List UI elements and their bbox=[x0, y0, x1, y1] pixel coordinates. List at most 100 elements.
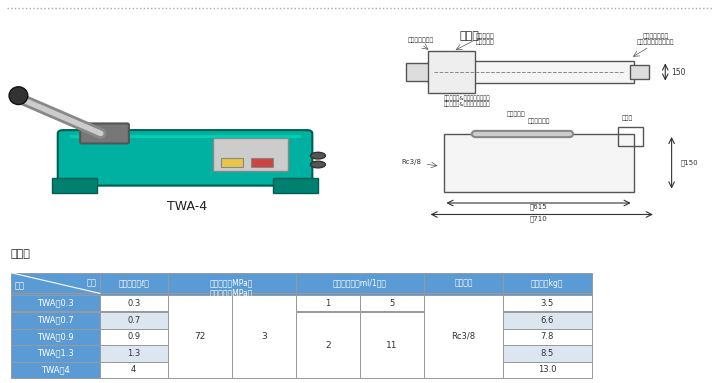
Text: 6.6: 6.6 bbox=[541, 316, 554, 325]
Bar bbox=[232, 295, 296, 311]
Bar bbox=[273, 178, 318, 193]
Text: 11: 11 bbox=[387, 340, 398, 350]
FancyBboxPatch shape bbox=[80, 123, 129, 144]
Text: 4: 4 bbox=[131, 365, 136, 375]
Bar bbox=[503, 312, 592, 329]
Bar bbox=[11, 295, 100, 311]
Bar bbox=[428, 61, 634, 83]
Bar bbox=[503, 273, 592, 293]
Text: ハンドル兼: ハンドル兼 bbox=[507, 111, 526, 117]
Text: 2: 2 bbox=[325, 340, 330, 350]
Text: 吐出圧力（MPa）: 吐出圧力（MPa） bbox=[210, 236, 253, 246]
Bar bbox=[503, 295, 592, 311]
Text: 高圧安全弁: 高圧安全弁 bbox=[475, 33, 494, 39]
Bar bbox=[100, 295, 168, 311]
Text: リリースバルブ: リリースバルブ bbox=[408, 38, 434, 43]
Bar bbox=[631, 65, 649, 79]
Ellipse shape bbox=[310, 152, 325, 159]
Text: 150: 150 bbox=[672, 67, 686, 77]
Text: 72: 72 bbox=[194, 332, 205, 341]
Text: TWA－4: TWA－4 bbox=[41, 365, 70, 375]
Text: 5: 5 bbox=[390, 298, 395, 308]
Bar bbox=[296, 295, 360, 311]
Bar bbox=[503, 329, 592, 345]
Text: エア抜きプラグ: エア抜きプラグ bbox=[643, 33, 669, 39]
Bar bbox=[503, 345, 592, 362]
Bar bbox=[296, 345, 360, 362]
Bar bbox=[424, 295, 503, 378]
Text: 形式: 形式 bbox=[14, 282, 24, 291]
Bar bbox=[424, 362, 503, 378]
Bar bbox=[296, 312, 360, 329]
Text: ポート径: ポート径 bbox=[454, 278, 472, 288]
Bar bbox=[220, 158, 243, 167]
Ellipse shape bbox=[310, 161, 325, 168]
Text: 高圧: 高圧 bbox=[195, 298, 204, 307]
Text: 低圧: 低圧 bbox=[387, 298, 397, 307]
Bar bbox=[100, 362, 168, 378]
Bar bbox=[296, 273, 424, 311]
Bar bbox=[360, 293, 424, 311]
Text: 寸法図: 寸法図 bbox=[459, 31, 480, 41]
Text: 低圧安全弁: 低圧安全弁 bbox=[475, 40, 494, 46]
Text: 3.5: 3.5 bbox=[541, 298, 554, 308]
Text: TWA－0.9: TWA－0.9 bbox=[37, 332, 73, 341]
Bar bbox=[168, 293, 232, 311]
Text: 1: 1 bbox=[325, 298, 330, 308]
Bar bbox=[360, 312, 424, 329]
Bar bbox=[232, 295, 296, 378]
Text: 8.5: 8.5 bbox=[541, 349, 554, 358]
Text: 吐出圧力（MPa）: 吐出圧力（MPa） bbox=[210, 288, 253, 297]
Bar bbox=[168, 329, 232, 345]
Bar bbox=[11, 293, 100, 311]
Text: 項目: 項目 bbox=[86, 278, 96, 287]
Bar bbox=[168, 312, 232, 329]
Bar bbox=[100, 329, 168, 345]
Bar bbox=[100, 345, 168, 362]
Text: 0.3: 0.3 bbox=[127, 298, 140, 308]
Bar bbox=[424, 293, 503, 311]
Text: TWA－1.3: TWA－1.3 bbox=[37, 349, 73, 358]
Text: 補油機及び給油口兼用: 補油機及び給油口兼用 bbox=[637, 40, 675, 46]
Text: 操作吐出量（ml/1回）: 操作吐出量（ml/1回） bbox=[333, 278, 387, 288]
Bar bbox=[251, 158, 273, 167]
Bar bbox=[424, 329, 503, 345]
Bar bbox=[296, 295, 360, 311]
Bar bbox=[360, 312, 424, 378]
Ellipse shape bbox=[9, 87, 28, 105]
Bar bbox=[11, 345, 100, 362]
Text: 13.0: 13.0 bbox=[538, 365, 557, 375]
Bar bbox=[360, 295, 424, 311]
Bar bbox=[360, 329, 424, 345]
Bar bbox=[100, 312, 168, 329]
Bar bbox=[444, 134, 634, 192]
Text: 質量約（kg）: 質量約（kg） bbox=[531, 278, 563, 288]
Text: Rc3/8: Rc3/8 bbox=[402, 159, 422, 165]
Bar bbox=[428, 51, 475, 93]
Text: フック: フック bbox=[621, 116, 633, 121]
Bar bbox=[232, 362, 296, 378]
Bar bbox=[360, 362, 424, 378]
Text: 有効油量（ℓ）: 有効油量（ℓ） bbox=[118, 278, 149, 288]
Bar bbox=[405, 63, 431, 81]
Text: 吐出圧力（MPa）: 吐出圧力（MPa） bbox=[210, 278, 253, 288]
Bar bbox=[11, 273, 100, 293]
Bar bbox=[11, 329, 100, 345]
Text: 約710: 約710 bbox=[530, 215, 547, 222]
Bar bbox=[168, 273, 296, 311]
Bar bbox=[100, 273, 168, 293]
Text: 約615: 約615 bbox=[530, 204, 547, 210]
Bar bbox=[168, 345, 232, 362]
Bar bbox=[503, 362, 592, 378]
Text: 0.7: 0.7 bbox=[127, 316, 140, 325]
Text: 3: 3 bbox=[261, 332, 266, 341]
Text: TWA-4: TWA-4 bbox=[167, 200, 207, 213]
Bar bbox=[360, 345, 424, 362]
Bar bbox=[618, 127, 643, 146]
Text: 仕様表: 仕様表 bbox=[11, 249, 31, 259]
Text: 約150: 約150 bbox=[681, 159, 698, 166]
Bar bbox=[213, 138, 288, 171]
Text: サクション&デリベリ（高圧）: サクション&デリベリ（高圧） bbox=[444, 102, 490, 108]
Bar bbox=[296, 329, 360, 345]
Bar bbox=[360, 295, 424, 311]
